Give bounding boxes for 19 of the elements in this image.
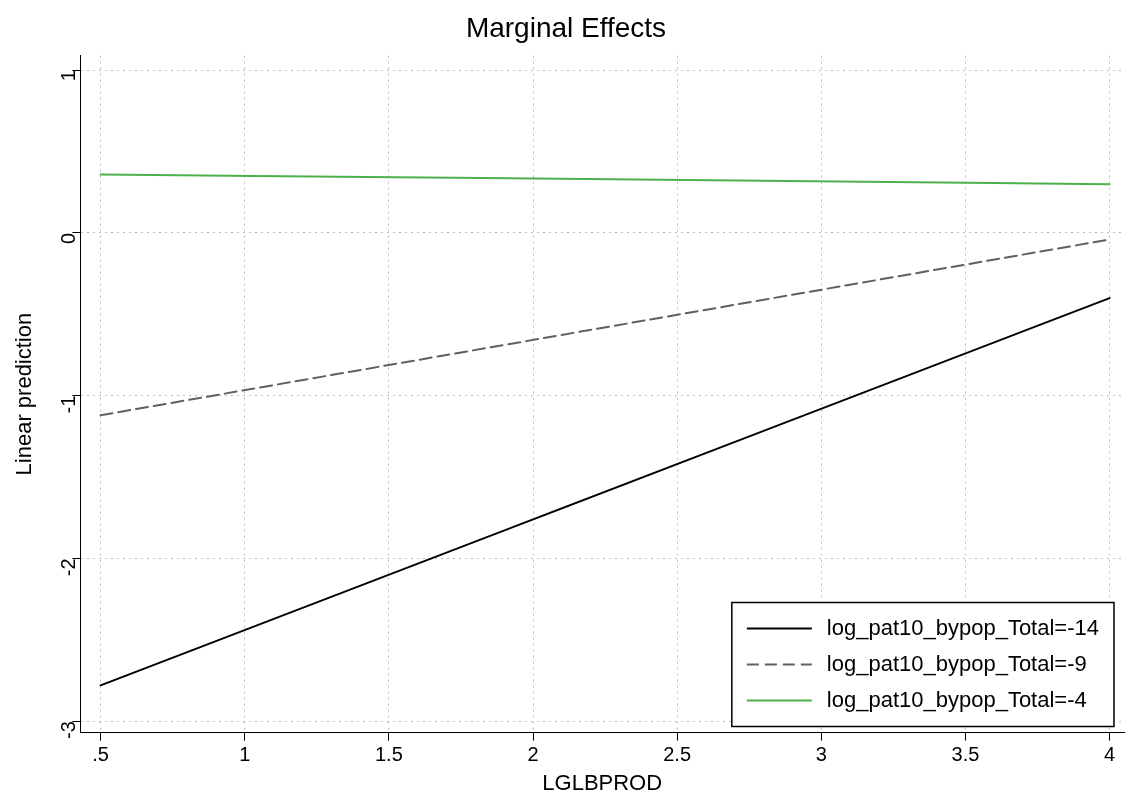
chart-title: Marginal Effects [465, 11, 667, 43]
y-tick-label: -3 [56, 721, 79, 740]
y-tick-label: 1 [56, 70, 79, 82]
y-axis-title: Linear prediction [11, 312, 37, 476]
x-axis-title: LGLBPROD [542, 769, 663, 795]
x-tick-label: 1.5 [374, 743, 403, 766]
x-tick-label: 4 [1104, 743, 1116, 766]
y-tick-label: -2 [56, 558, 79, 577]
legend-label: log_pat10_bypop_Total=-9 [826, 650, 1087, 676]
x-tick-label: 2 [527, 743, 539, 766]
x-tick-label: 1 [239, 743, 251, 766]
x-tick-label: 2.5 [663, 743, 692, 766]
x-tick-label: 3.5 [951, 743, 980, 766]
x-tick-label: .5 [92, 743, 109, 766]
legend-label: log_pat10_bypop_Total=-14 [826, 614, 1100, 640]
legend-label: log_pat10_bypop_Total=-4 [826, 686, 1087, 712]
x-tick-label: 3 [815, 743, 827, 766]
y-tick-label: 0 [56, 232, 79, 245]
y-tick-label: -1 [56, 395, 79, 414]
